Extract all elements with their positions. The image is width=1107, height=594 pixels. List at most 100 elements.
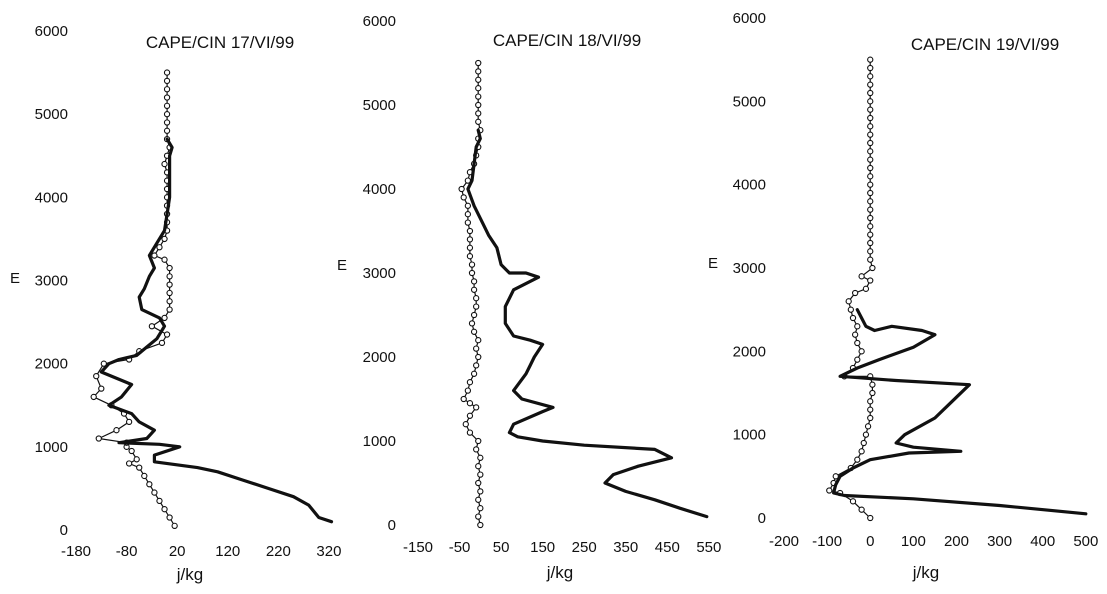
data-point-marker [862,431,870,438]
data-point-marker [125,460,133,467]
chart-panel-2: CAPE/CIN 18/VI/99 0 1000 2000 3000 4000 5000 60… [337,13,721,582]
data-point-marker [93,372,100,380]
data-point-marker [466,412,474,419]
x-tick-label: 550 [696,539,721,556]
data-point-marker [464,219,472,226]
data-point-marker [473,404,480,411]
data-point-marker [845,298,852,305]
data-point-marker [867,206,874,213]
y-axis-label: E [337,257,347,274]
data-point-marker [470,278,478,285]
x-tick-label: 220 [266,543,291,560]
data-point-marker [163,331,171,338]
data-point-marker [867,56,874,63]
x-tick-label: -100 [812,533,842,550]
data-point-marker [477,505,484,512]
data-point-marker [867,406,874,413]
cape-series-line [99,137,334,524]
data-point-marker [460,194,467,201]
data-point-marker [163,69,171,76]
data-point-marker [869,381,876,388]
data-point-marker [867,514,874,522]
data-point-marker [849,498,857,505]
data-point-marker [171,522,178,529]
data-point-marker [826,487,833,494]
data-point-marker [166,273,173,280]
data-point-marker [163,94,171,101]
data-point-marker [867,223,874,230]
data-point-marker [163,77,171,85]
x-tick-label: 450 [655,539,680,556]
data-point-marker [161,235,168,243]
data-point-marker [475,118,482,125]
data-point-marker [151,489,158,496]
data-point-marker [867,73,874,80]
data-point-marker [473,303,480,310]
x-tick-label: 320 [316,543,341,560]
data-point-marker [156,497,163,505]
x-tick-label: 150 [530,539,555,556]
x-tick-label: 350 [613,539,638,556]
data-point-marker [95,435,102,442]
y-tick-label: 5000 [35,106,68,123]
y-axis-label: E [10,270,20,287]
y-tick-label: 6000 [733,10,766,27]
data-point-marker [151,252,158,259]
data-point-marker [867,239,874,247]
data-point-marker [148,323,156,330]
data-point-marker [466,253,474,260]
y-tick-label: 3000 [733,260,766,277]
data-point-marker [858,273,865,280]
data-point-marker [858,348,865,355]
data-point-marker [867,181,874,188]
chart-panel-1: CAPE/CIN 17/VI/99 0 1000 2000 3000 4000 5000 60… [10,23,341,584]
y-axis-label: E [708,255,718,272]
x-axis-label: j/kg [546,563,573,582]
data-point-marker [166,298,173,305]
data-point-marker [858,448,865,455]
data-point-marker [128,447,135,455]
x-tick-label: 120 [215,543,240,560]
data-point-marker [867,148,874,155]
data-point-marker [466,236,474,243]
data-point-marker [163,86,171,93]
x-tick-label: -150 [403,539,433,556]
data-point-marker [166,289,173,297]
x-tick-label: 0 [866,533,874,550]
data-point-marker [163,111,171,118]
data-point-marker [475,337,482,344]
data-point-marker [473,345,480,352]
data-point-marker [854,456,861,463]
data-point-marker [867,214,874,222]
data-point-marker [161,256,168,263]
data-point-marker [161,506,168,513]
data-point-marker [867,89,874,97]
data-point-marker [161,314,168,322]
data-point-marker [466,400,474,407]
y-tick-label: 2000 [733,343,766,360]
data-point-marker [475,479,482,487]
data-point-marker [163,127,171,134]
x-tick-label: -80 [116,543,138,560]
y-tick-label: 3000 [35,273,68,290]
data-point-marker [475,101,482,109]
data-point-marker [464,387,472,394]
data-point-marker [146,481,153,488]
y-tick-label: 5000 [733,93,766,110]
data-point-marker [477,454,484,461]
data-point-marker [477,521,484,529]
data-point-marker [475,437,482,445]
data-point-marker [867,123,874,130]
data-point-marker [864,423,872,430]
data-point-marker [475,85,482,92]
cin-series-line [93,72,176,527]
data-point-marker [867,398,874,405]
data-point-marker [466,227,474,235]
data-point-marker [133,456,140,463]
x-tick-label: 50 [493,539,510,556]
y-tick-label: 2000 [363,349,396,366]
data-point-marker [475,463,482,470]
data-point-marker [468,261,476,268]
y-tick-label: 0 [60,522,68,539]
